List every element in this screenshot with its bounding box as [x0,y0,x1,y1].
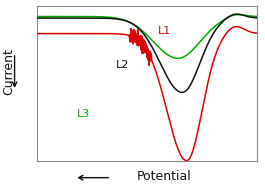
Text: L3: L3 [77,109,90,119]
Text: Potential: Potential [137,170,192,183]
Text: L1: L1 [158,26,171,36]
Text: Current: Current [3,48,16,95]
Text: L2: L2 [116,60,130,70]
